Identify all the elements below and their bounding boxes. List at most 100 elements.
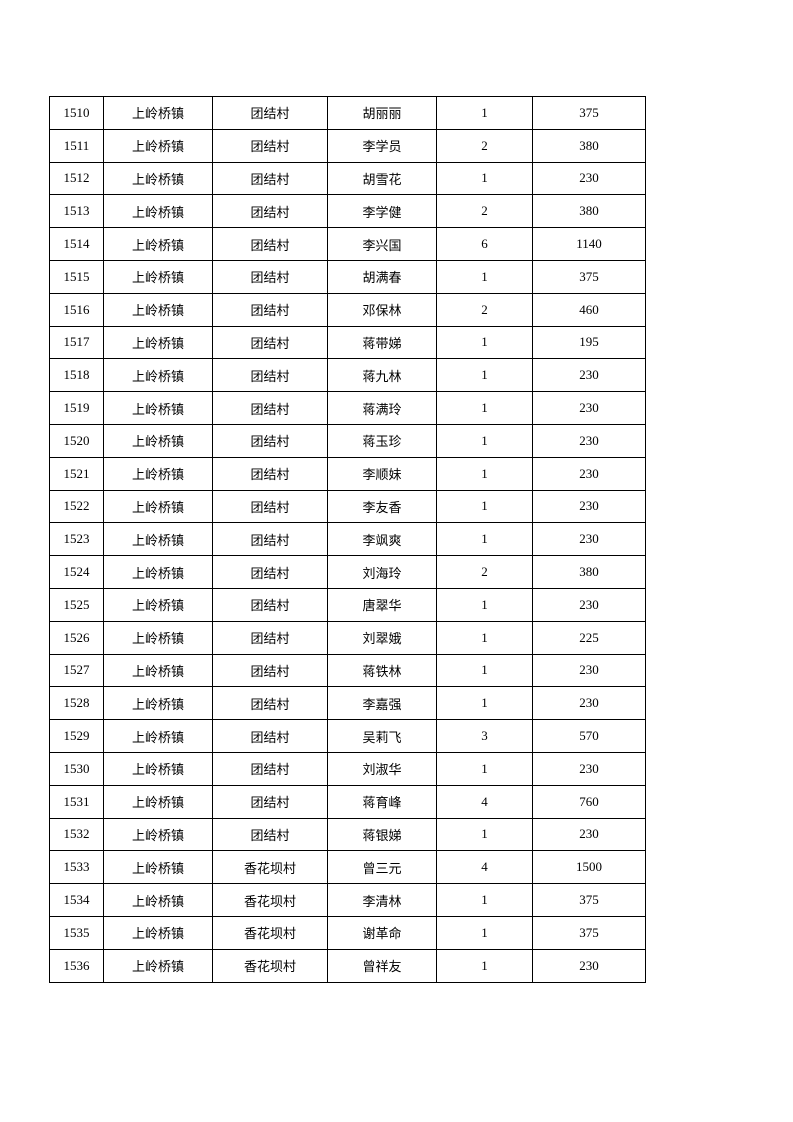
amount-cell: 230: [532, 456, 646, 491]
table-row: 1529 上岭桥镇 团结村 吴莉飞 3 570: [49, 719, 646, 753]
village-cell: 香花坝村: [212, 915, 328, 950]
row-number-cell: 1535: [49, 915, 104, 950]
township-cell: 上岭桥镇: [103, 850, 213, 885]
row-number-cell: 1523: [49, 522, 104, 557]
amount-cell: 230: [532, 358, 646, 393]
person-name-cell: 胡雪花: [327, 161, 437, 196]
person-name-cell: 吴莉飞: [327, 719, 437, 753]
person-name-cell: 蒋铁林: [327, 653, 437, 688]
person-name-cell: 曾祥友: [327, 948, 437, 983]
amount-cell: 230: [532, 948, 646, 983]
household-count-cell: 1: [436, 391, 533, 425]
row-number-cell: 1515: [49, 259, 104, 294]
amount-cell: 230: [532, 391, 646, 425]
amount-cell: 225: [532, 620, 646, 655]
person-name-cell: 李学员: [327, 128, 437, 163]
table-row: 1518 上岭桥镇 团结村 蒋九林 1 230: [49, 358, 646, 393]
township-cell: 上岭桥镇: [103, 686, 213, 721]
table-row: 1516 上岭桥镇 团结村 邓保林 2 460: [49, 292, 646, 327]
amount-cell: 230: [532, 653, 646, 688]
table-row: 1515 上岭桥镇 团结村 胡满春 1 375: [49, 259, 646, 294]
household-count-cell: 1: [436, 423, 533, 458]
table-row: 1531 上岭桥镇 团结村 蒋育峰 4 760: [49, 784, 646, 819]
person-name-cell: 李兴国: [327, 227, 437, 261]
village-cell: 团结村: [212, 522, 328, 557]
village-cell: 香花坝村: [212, 948, 328, 983]
township-cell: 上岭桥镇: [103, 587, 213, 622]
row-number-cell: 1512: [49, 161, 104, 196]
row-number-cell: 1521: [49, 456, 104, 491]
table-row: 1525 上岭桥镇 团结村 唐翠华 1 230: [49, 587, 646, 622]
table-body: 1510 上岭桥镇 团结村 胡丽丽 1 375 1511 上岭桥镇 团结村 李学员 2 380 1512…: [49, 96, 646, 983]
row-number-cell: 1527: [49, 653, 104, 688]
amount-cell: 460: [532, 292, 646, 327]
row-number-cell: 1516: [49, 292, 104, 327]
household-count-cell: 1: [436, 456, 533, 491]
person-name-cell: 邓保林: [327, 292, 437, 327]
amount-cell: 230: [532, 522, 646, 557]
township-cell: 上岭桥镇: [103, 358, 213, 393]
household-count-cell: 1: [436, 161, 533, 196]
village-cell: 团结村: [212, 456, 328, 491]
amount-cell: 570: [532, 719, 646, 753]
township-cell: 上岭桥镇: [103, 817, 213, 852]
table-row: 1510 上岭桥镇 团结村 胡丽丽 1 375: [49, 96, 646, 130]
township-cell: 上岭桥镇: [103, 259, 213, 294]
village-cell: 团结村: [212, 325, 328, 360]
township-cell: 上岭桥镇: [103, 128, 213, 163]
village-cell: 团结村: [212, 719, 328, 753]
table-row: 1535 上岭桥镇 香花坝村 谢革命 1 375: [49, 915, 646, 950]
person-name-cell: 蒋育峰: [327, 784, 437, 819]
table-row: 1519 上岭桥镇 团结村 蒋满玲 1 230: [49, 391, 646, 425]
township-cell: 上岭桥镇: [103, 194, 213, 229]
amount-cell: 380: [532, 555, 646, 589]
village-cell: 团结村: [212, 784, 328, 819]
village-cell: 团结村: [212, 555, 328, 589]
table-row: 1522 上岭桥镇 团结村 李友香 1 230: [49, 489, 646, 524]
amount-cell: 375: [532, 96, 646, 130]
row-number-cell: 1522: [49, 489, 104, 524]
household-count-cell: 1: [436, 686, 533, 721]
household-count-cell: 1: [436, 358, 533, 393]
household-count-cell: 1: [436, 817, 533, 852]
person-name-cell: 谢革命: [327, 915, 437, 950]
row-number-cell: 1517: [49, 325, 104, 360]
village-cell: 团结村: [212, 587, 328, 622]
row-number-cell: 1529: [49, 719, 104, 753]
township-cell: 上岭桥镇: [103, 751, 213, 786]
household-count-cell: 1: [436, 325, 533, 360]
amount-cell: 230: [532, 161, 646, 196]
row-number-cell: 1525: [49, 587, 104, 622]
household-count-cell: 1: [436, 883, 533, 917]
village-cell: 团结村: [212, 358, 328, 393]
township-cell: 上岭桥镇: [103, 423, 213, 458]
village-cell: 团结村: [212, 653, 328, 688]
person-name-cell: 李学健: [327, 194, 437, 229]
township-cell: 上岭桥镇: [103, 325, 213, 360]
township-cell: 上岭桥镇: [103, 522, 213, 557]
table-row: 1528 上岭桥镇 团结村 李嘉强 1 230: [49, 686, 646, 721]
village-cell: 团结村: [212, 751, 328, 786]
row-number-cell: 1534: [49, 883, 104, 917]
village-cell: 团结村: [212, 292, 328, 327]
township-cell: 上岭桥镇: [103, 948, 213, 983]
village-cell: 团结村: [212, 391, 328, 425]
village-cell: 团结村: [212, 489, 328, 524]
person-name-cell: 蒋满玲: [327, 391, 437, 425]
township-cell: 上岭桥镇: [103, 883, 213, 917]
row-number-cell: 1518: [49, 358, 104, 393]
person-name-cell: 李嘉强: [327, 686, 437, 721]
table-row: 1533 上岭桥镇 香花坝村 曾三元 4 1500: [49, 850, 646, 885]
amount-cell: 375: [532, 259, 646, 294]
row-number-cell: 1528: [49, 686, 104, 721]
person-name-cell: 蒋银娣: [327, 817, 437, 852]
village-cell: 团结村: [212, 96, 328, 130]
household-count-cell: 3: [436, 719, 533, 753]
person-name-cell: 刘海玲: [327, 555, 437, 589]
household-count-cell: 4: [436, 850, 533, 885]
row-number-cell: 1536: [49, 948, 104, 983]
table-row: 1532 上岭桥镇 团结村 蒋银娣 1 230: [49, 817, 646, 852]
township-cell: 上岭桥镇: [103, 96, 213, 130]
village-cell: 香花坝村: [212, 883, 328, 917]
row-number-cell: 1514: [49, 227, 104, 261]
